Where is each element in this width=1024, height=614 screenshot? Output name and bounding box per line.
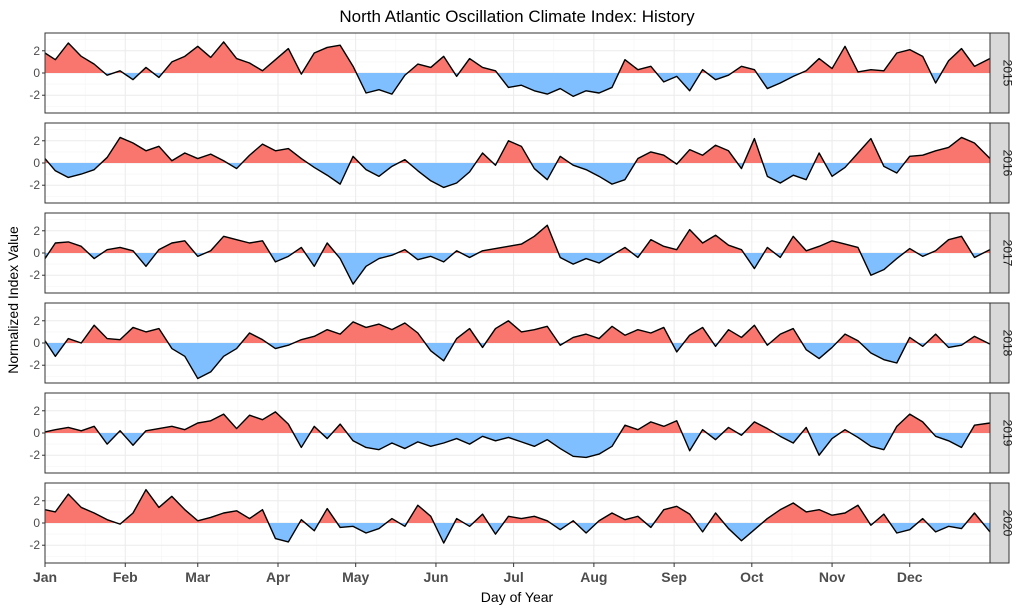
panel-2019: 2019 -2 0 2: [29, 392, 1015, 474]
y-tick-label: 0: [33, 516, 40, 530]
positive-area-2016: [45, 137, 990, 163]
y-tick-label: 2: [33, 404, 40, 418]
y-tick-label: -2: [29, 178, 40, 192]
x-tick-label-sep: Sep: [661, 569, 687, 585]
strip-label-2018: 2018: [1001, 330, 1015, 357]
strip-label-2015: 2015: [1001, 60, 1015, 87]
y-tick-label: 0: [33, 66, 40, 80]
strip-label-2019: 2019: [1001, 420, 1015, 447]
x-tick-label-may: May: [342, 569, 369, 585]
strip-label-2020: 2020: [1001, 510, 1015, 537]
strip-2017: [989, 212, 1010, 294]
y-tick-label: 2: [33, 494, 40, 508]
negative-area-2017: [45, 253, 990, 285]
negative-area-2016: [45, 163, 990, 188]
index-line-2018: [44, 320, 991, 380]
chart-title: North Atlantic Oscillation Climate Index…: [339, 7, 695, 26]
x-tick-label-dec: Dec: [897, 569, 923, 585]
y-axis-title: Normalized Index Value: [5, 226, 21, 374]
x-axis-title: Day of Year: [481, 589, 554, 605]
y-tick-label: 2: [33, 224, 40, 238]
x-tick-label-jan: Jan: [33, 569, 57, 585]
panels: 2015-2022016-2022017-2022018-2022019-202…: [29, 32, 1015, 564]
strip-2020: [989, 482, 1010, 564]
strip-2018: [989, 302, 1010, 384]
panel-2015: 2015 -2 0 2: [29, 32, 1015, 114]
strip-label-2016: 2016: [1001, 150, 1015, 177]
index-line-2017: [44, 224, 991, 285]
y-tick-label: 0: [33, 156, 40, 170]
x-tick-label-jun: Jun: [423, 569, 448, 585]
panel-2016: 2016 -2 0 2: [29, 122, 1015, 204]
x-tick-label-apr: Apr: [266, 569, 291, 585]
y-tick-label: 0: [33, 336, 40, 350]
y-tick-label: 0: [33, 426, 40, 440]
panel-2020: 2020 -2 0 2: [29, 482, 1015, 564]
positive-area-2020: [45, 489, 990, 523]
x-axis: Jan Feb Mar Apr May Jun Jul Aug Sep Oct Nov Dec: [33, 563, 923, 585]
x-tick-label-nov: Nov: [819, 569, 846, 585]
x-tick-label-aug: Aug: [580, 569, 607, 585]
y-tick-label: -2: [29, 268, 40, 282]
strip-2015: [989, 32, 1010, 114]
panel-2017: 2017 -2 0 2: [29, 212, 1015, 294]
index-line-2019: [44, 411, 991, 459]
x-tick-label-feb: Feb: [113, 569, 138, 585]
index-line-2020: [44, 488, 991, 544]
y-tick-label: 2: [33, 134, 40, 148]
strip-2016: [989, 122, 1010, 204]
x-tick-label-oct: Oct: [740, 569, 764, 585]
y-tick-label: -2: [29, 448, 40, 462]
y-tick-label: 0: [33, 246, 40, 260]
negative-area-2019: [45, 433, 990, 458]
index-line-2015: [44, 41, 991, 98]
y-tick-label: 2: [33, 314, 40, 328]
negative-area-2020: [45, 523, 990, 543]
negative-area-2018: [45, 343, 990, 379]
x-tick-label-mar: Mar: [185, 569, 210, 585]
positive-area-2015: [45, 41, 990, 73]
strip-2019: [989, 392, 1010, 474]
positive-area-2019: [45, 411, 990, 433]
strip-label-2017: 2017: [1001, 240, 1015, 267]
panel-2018: 2018 -2 0 2: [29, 302, 1015, 384]
y-tick-label: -2: [29, 88, 40, 102]
y-tick-label: 2: [33, 44, 40, 58]
index-line-2016: [44, 136, 991, 189]
y-tick-label: -2: [29, 358, 40, 372]
x-tick-label-jul: Jul: [503, 569, 523, 585]
y-tick-label: -2: [29, 538, 40, 552]
negative-area-2015: [45, 73, 990, 97]
